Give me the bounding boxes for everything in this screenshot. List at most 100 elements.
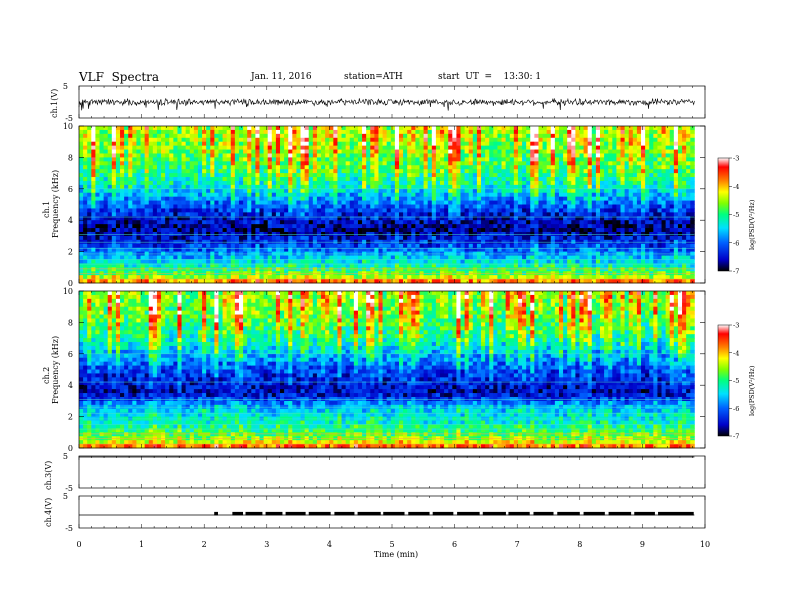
spectrogram-cell bbox=[444, 200, 449, 205]
spectrogram-cell bbox=[509, 126, 515, 131]
spectrogram-cell bbox=[431, 149, 437, 154]
spectrogram-cell bbox=[366, 204, 371, 209]
spectrogram-cell bbox=[83, 149, 88, 154]
spectrogram-cell bbox=[230, 208, 236, 213]
spectrogram-cell bbox=[275, 137, 281, 143]
spectrogram-cell bbox=[284, 220, 289, 225]
spectrogram-cell bbox=[214, 263, 219, 268]
spectrogram-cell bbox=[403, 157, 408, 162]
spectrogram-cell bbox=[452, 161, 457, 166]
spectrogram-cell bbox=[419, 208, 424, 213]
spectrogram-cell bbox=[554, 228, 560, 233]
spectrogram-cell bbox=[91, 145, 96, 150]
spectrogram-cell bbox=[193, 137, 199, 143]
spectrogram-cell bbox=[337, 137, 342, 143]
spectrogram-cell bbox=[370, 153, 375, 158]
spectrogram-cell bbox=[534, 275, 539, 280]
spectrogram-cell bbox=[103, 224, 109, 229]
spectrogram-cell bbox=[444, 188, 449, 194]
spectrogram-cell bbox=[140, 200, 146, 205]
spectrogram-cell bbox=[144, 196, 150, 201]
spectrogram-cell bbox=[304, 149, 310, 154]
spectrogram-cell bbox=[189, 259, 195, 264]
spectrogram-cell bbox=[300, 141, 306, 147]
spectrogram-cell bbox=[517, 267, 523, 272]
spectrogram-cell bbox=[485, 129, 490, 135]
spectrogram-cell bbox=[83, 126, 88, 131]
spectrogram-cell bbox=[255, 149, 260, 154]
spectrogram-cell bbox=[107, 192, 113, 198]
spectrogram-cell bbox=[423, 267, 429, 272]
spectrogram-cell bbox=[169, 200, 174, 205]
spectrogram-cell bbox=[267, 188, 273, 194]
spectrogram-cell bbox=[304, 133, 310, 139]
spectrogram-cell bbox=[403, 228, 408, 233]
spectrogram-cell bbox=[575, 141, 580, 147]
spectrogram-cell bbox=[542, 180, 548, 186]
spectrogram-cell bbox=[583, 145, 589, 150]
spectrogram-cell bbox=[452, 157, 457, 162]
spectrogram-cell bbox=[169, 212, 174, 217]
spectrogram-cell bbox=[567, 177, 572, 182]
spectrogram-cell bbox=[128, 243, 133, 249]
spectrogram-cell bbox=[554, 141, 560, 147]
spectrogram-cell bbox=[378, 126, 383, 131]
spectrogram-cell bbox=[362, 247, 367, 253]
spectrogram-cell bbox=[115, 224, 121, 229]
spectrogram-cell bbox=[173, 184, 178, 190]
spectrogram-cell bbox=[193, 192, 199, 198]
spectrogram-cell bbox=[218, 145, 223, 150]
spectrogram-cell bbox=[275, 235, 281, 241]
spectrogram-cell bbox=[353, 267, 359, 272]
spectrogram-cell bbox=[571, 157, 576, 162]
spectrogram-cell bbox=[271, 133, 277, 139]
spectrogram-cell bbox=[316, 157, 322, 162]
spectrogram-cell bbox=[456, 173, 461, 178]
spectrogram-cell bbox=[546, 235, 552, 241]
spectrogram-cell bbox=[329, 267, 334, 272]
spectrogram-cell bbox=[460, 169, 466, 174]
spectrogram-cell bbox=[210, 129, 215, 135]
spectrogram-cell bbox=[435, 212, 441, 217]
spectrogram-cell bbox=[554, 169, 560, 174]
spectrogram-cell bbox=[321, 208, 326, 213]
spectrogram-cell bbox=[415, 188, 420, 194]
spectrogram-cell bbox=[493, 228, 498, 233]
spectrogram-cell bbox=[542, 228, 548, 233]
spectrogram-cell bbox=[95, 184, 100, 190]
spectrogram-cell bbox=[382, 255, 388, 260]
spectrogram-cell bbox=[349, 243, 355, 249]
spectrogram-cell bbox=[567, 126, 572, 131]
spectrogram-cell bbox=[263, 126, 269, 131]
spectrogram-cell bbox=[197, 263, 203, 268]
spectrogram-cell bbox=[497, 208, 502, 213]
spectrogram-cell bbox=[238, 224, 244, 229]
spectrogram-cell bbox=[419, 192, 424, 198]
spectrogram-cell bbox=[91, 184, 96, 190]
spectrogram-cell bbox=[275, 267, 281, 272]
spectrogram-cell bbox=[501, 204, 507, 209]
spectrogram-cell bbox=[124, 279, 129, 284]
spectrogram-cell bbox=[87, 126, 92, 131]
spectrogram-cell bbox=[353, 216, 359, 221]
spectrogram-cell bbox=[321, 243, 326, 249]
spectrogram-cell bbox=[120, 133, 125, 139]
spectrogram-cell bbox=[468, 263, 474, 268]
spectrogram-cell bbox=[259, 235, 265, 241]
spectrogram-cell bbox=[161, 255, 166, 260]
spectrogram-cell bbox=[509, 243, 515, 249]
spectrogram-cell bbox=[230, 137, 236, 143]
spectrogram-cell bbox=[345, 173, 351, 178]
spectrogram-cell bbox=[452, 192, 457, 198]
spectrogram-cell bbox=[329, 149, 334, 154]
spectrogram-cell bbox=[218, 157, 223, 162]
spectrogram-cell bbox=[280, 188, 285, 194]
spectrogram-cell bbox=[517, 184, 523, 190]
spectrogram-cell bbox=[288, 157, 293, 162]
spectrogram-cell bbox=[263, 228, 269, 233]
spectrogram-cell bbox=[423, 208, 429, 213]
spectrogram-cell bbox=[107, 165, 113, 170]
spectrogram-cell bbox=[357, 224, 363, 229]
spectrogram-cell bbox=[271, 247, 277, 253]
spectrogram-cell bbox=[202, 141, 207, 147]
